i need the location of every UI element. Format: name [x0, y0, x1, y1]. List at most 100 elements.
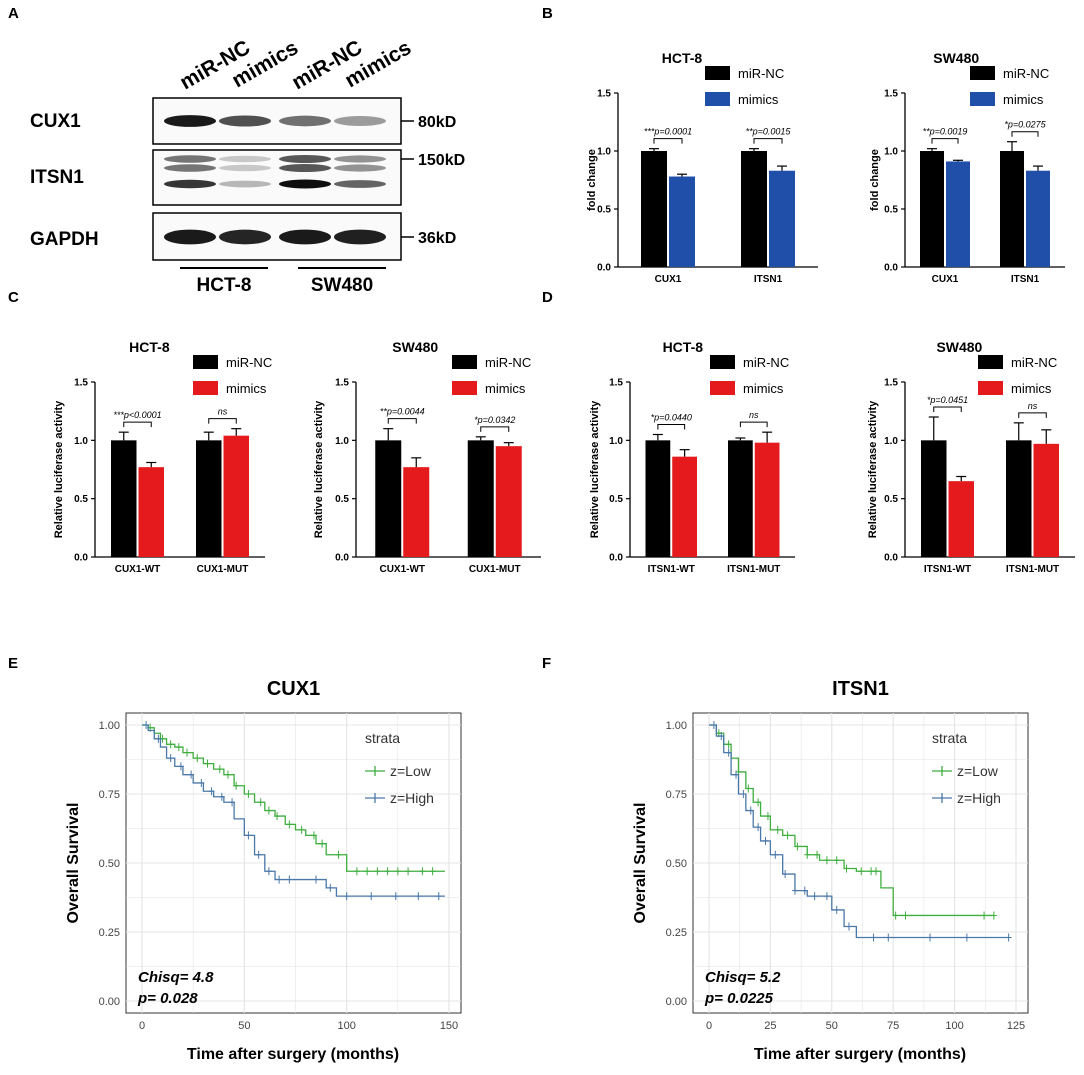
km-censor-f-z-high-16: [870, 933, 877, 942]
km-x-label-e: Time after surgery (months): [187, 1046, 399, 1063]
chart-title-c1: HCT-8: [129, 339, 170, 355]
km-censor-f-z-low-18: [902, 911, 909, 920]
legend-label-b2-1: miR-NC: [1003, 66, 1049, 81]
km-censor-f-z-high-17: [885, 933, 892, 942]
wb-size-150kd: 150kD: [418, 152, 465, 169]
km-censor-e-z-high-20: [435, 892, 442, 901]
legend-swatch-b2-1: [970, 66, 995, 80]
bar-chart-d1: HCT-8 0.0 0.5 1.0 1.5 Relative luciferase act…: [589, 339, 795, 575]
km-censor-f-z-low-12: [833, 856, 840, 865]
km-censor-f-z-high-4: [740, 790, 747, 798]
km-censor-f-z-low-5: [764, 812, 771, 821]
sig-label-b1-1: **p=0.0015: [746, 127, 792, 137]
km-censor-f-z-high-1: [718, 732, 725, 741]
km-stat-chisq-e: Chisq= 4.8: [138, 969, 214, 986]
y-tick-label-d2-3: 1.5: [884, 378, 898, 389]
km-title-f: ITSN1: [832, 678, 889, 700]
sig-label-b2-1: *p=0.0275: [1004, 120, 1046, 130]
km-y-tick-e-3: 0.75: [99, 789, 120, 801]
km-censor-f-z-high-19: [963, 933, 970, 942]
wb-size-36kd: 36kD: [418, 230, 456, 247]
y-tick-label-c2-2: 1.0: [335, 436, 349, 447]
y-tick-label-b1-1: 0.5: [597, 205, 611, 216]
wb-band-itsn1-lane4-2: [334, 164, 386, 172]
legend-label-c2-2: mimics: [485, 381, 526, 396]
km-censor-f-z-low-4: [755, 798, 762, 807]
y-tick-label-b2-3: 1.5: [884, 89, 898, 100]
legend-label-d2-1: miR-NC: [1011, 355, 1057, 370]
panel-label-a: A: [8, 5, 19, 22]
bar-chart-b2: SW480 0.0 0.5 1.0 1.5 fold change miR-NC mimics…: [869, 50, 1065, 285]
km-x-tick-f-0: 0: [706, 1020, 712, 1032]
chart-title-d1: HCT-8: [663, 339, 704, 355]
km-x-tick-f-1: 25: [764, 1020, 776, 1032]
km-censor-f-z-high-0: [710, 721, 717, 729]
km-y-label-f: Overall Survival: [632, 803, 649, 924]
legend-swatch-d1-2: [710, 381, 735, 395]
chart-title-c2: SW480: [392, 339, 438, 355]
chart-title-b2: SW480: [933, 50, 979, 66]
km-y-tick-e-4: 1.00: [99, 720, 120, 732]
bar-b2-mir-nc-itsn1: [1000, 151, 1024, 267]
km-censor-f-z-high-13: [823, 892, 830, 901]
sig-label-c1-1: ns: [218, 407, 228, 417]
km-censor-e-z-low-6: [204, 759, 211, 768]
legend-label-b1-1: miR-NC: [738, 66, 784, 81]
km-censor-e-z-low-2: [167, 740, 174, 749]
km-censor-f-z-high-11: [801, 886, 808, 895]
km-censor-f-z-low-3: [745, 784, 752, 793]
y-tick-label-b2-2: 1.0: [884, 147, 898, 158]
km-y-tick-f-1: 0.25: [666, 927, 687, 939]
bar-c1-mimics-cux1-mut: [223, 435, 249, 557]
km-censor-f-z-high-6: [755, 823, 762, 832]
km-censor-f-z-high-3: [733, 770, 740, 779]
wb-band-itsn1-lane1-2: [164, 164, 216, 172]
y-tick-label-d2-0: 0.0: [884, 553, 898, 564]
bar-b1-mir-nc-itsn1: [741, 151, 767, 267]
wb-band-cux1-lane1: [164, 115, 216, 127]
km-x-label-f: Time after surgery (months): [754, 1046, 966, 1063]
bar-chart-c2: SW480 0.0 0.5 1.0 1.5 Relative luciferase act…: [313, 339, 541, 575]
sig-bracket-b1-1: [753, 138, 783, 144]
bar-chart-c1: HCT-8 0.0 0.5 1.0 1.5 Relative luciferase act…: [53, 339, 272, 575]
km-censor-e-z-high-17: [368, 892, 375, 901]
km-censor-f-z-high-18: [927, 933, 934, 942]
km-y-tick-e-2: 0.50: [99, 858, 120, 870]
sig-bracket-d2-0: [933, 406, 962, 412]
km-stat-p-f: p= 0.0225: [704, 990, 774, 1007]
km-censor-f-z-low-8: [794, 842, 801, 851]
km-censor-e-z-low-25: [419, 867, 426, 876]
bar-chart-b1: HCT-8 0.0 0.5 1.0 1.5 fold change miR-NC mimics…: [586, 50, 818, 285]
km-censor-f-z-high-8: [772, 850, 779, 859]
legend-label-d1-2: mimics: [743, 381, 784, 396]
x-tick-label-c1-1: CUX1-MUT: [197, 564, 249, 575]
km-censor-e-z-low-26: [429, 867, 436, 876]
wb-band-itsn1-lane3-1: [279, 155, 331, 163]
panel-label-e: E: [8, 655, 18, 672]
charts-layer: HCT-8 0.0 0.5 1.0 1.5 fold change miR-NC mimics…: [53, 50, 1075, 1063]
panel-label-d: D: [542, 289, 553, 306]
y-tick-label-c1-1: 0.5: [74, 494, 88, 505]
bar-b1-mimics-itsn1: [769, 170, 795, 267]
y-tick-label-c2-0: 0.0: [335, 553, 349, 564]
km-censor-e-z-low-4: [184, 748, 191, 757]
y-axis-label-d1: Relative luciferase activity: [589, 400, 601, 538]
km-censor-f-z-high-5: [747, 806, 754, 815]
km-censor-f-z-low-11: [823, 856, 830, 865]
y-tick-label-c2-1: 0.5: [335, 494, 349, 505]
sig-bracket-d1-0: [657, 424, 686, 430]
sig-label-b1-0: ***p=0.0001: [644, 127, 692, 137]
km-y-tick-f-3: 0.75: [666, 789, 687, 801]
km-censor-e-z-high-1: [155, 734, 162, 743]
bar-b2-mimics-itsn1: [1026, 170, 1050, 267]
km-censor-e-z-high-3: [177, 762, 184, 771]
panel-label-f: F: [542, 655, 551, 672]
km-censor-e-z-low-11: [257, 798, 264, 807]
sig-label-d1-1: ns: [749, 410, 759, 420]
y-tick-label-c2-3: 1.5: [335, 378, 349, 389]
km-stat-p-e: p= 0.028: [137, 990, 198, 1007]
km-censor-e-z-high-14: [312, 875, 319, 884]
wb-band-gapdh-lane1: [164, 229, 216, 245]
y-axis-label-d2: Relative luciferase activity: [867, 400, 879, 538]
km-censor-f-z-low-14: [858, 867, 865, 876]
